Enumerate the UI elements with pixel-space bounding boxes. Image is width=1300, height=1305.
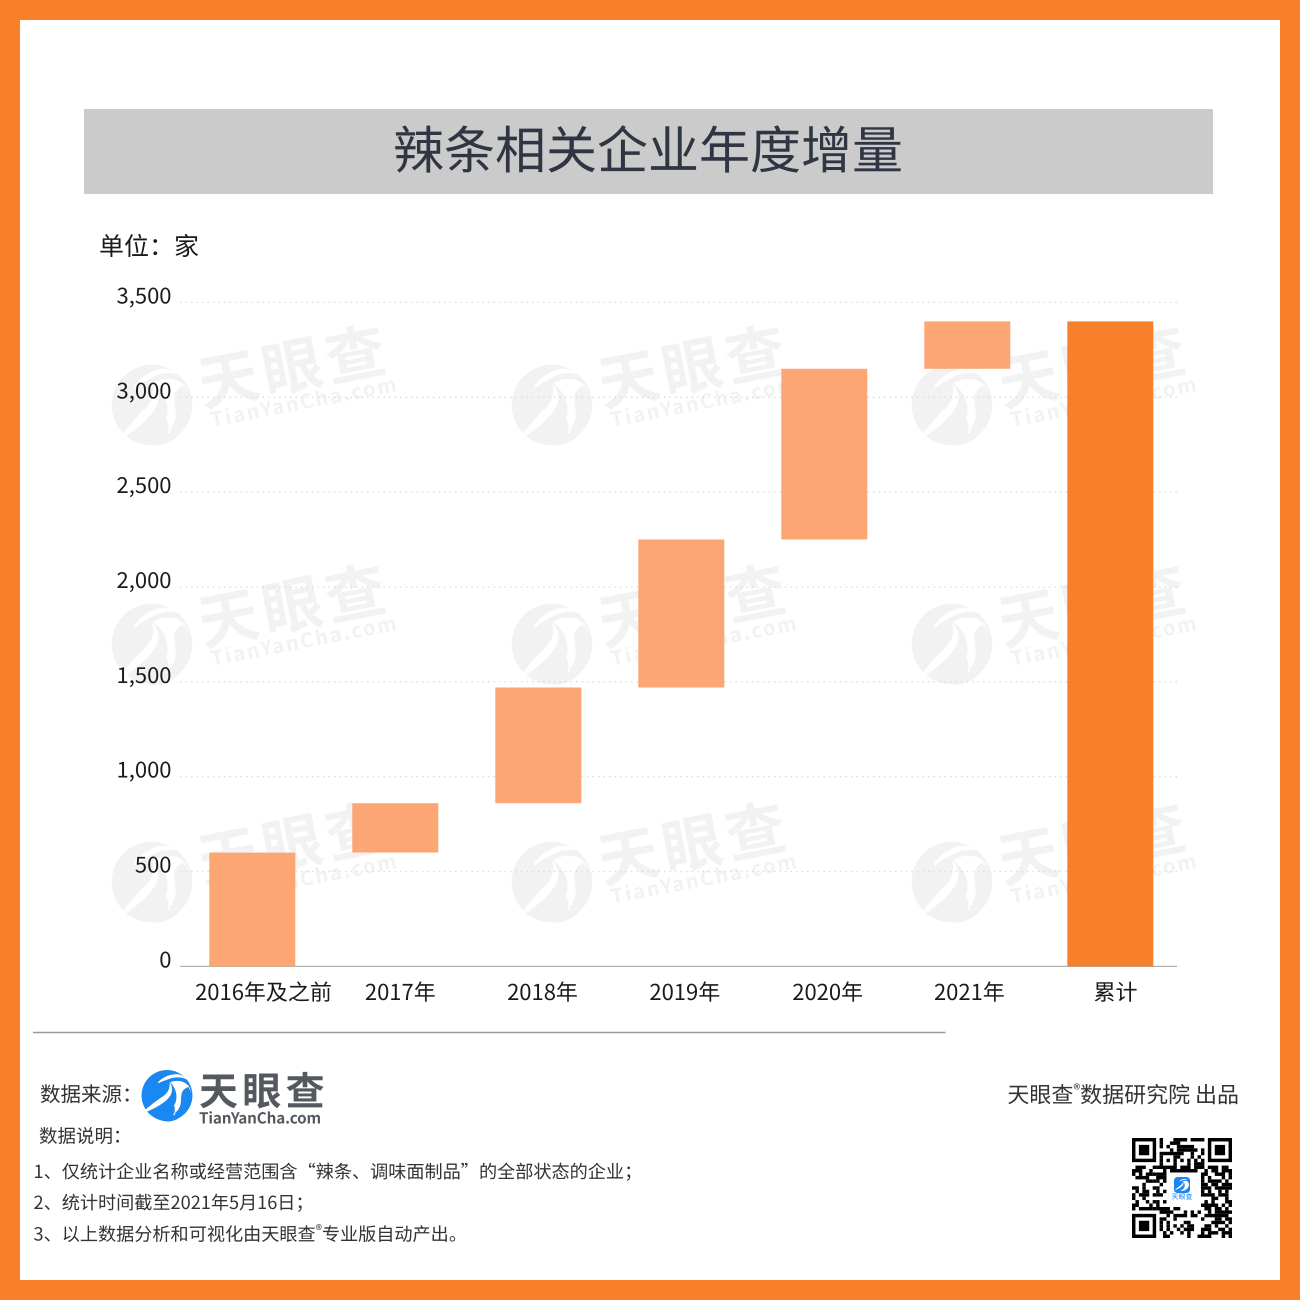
svg-text:辣条相关企业年度增量: 辣条相关企业年度增量 (393, 110, 903, 184)
svg-text:天眼查®数据研究院 出品: 天眼查®数据研究院 出品 (1007, 1078, 1239, 1110)
svg-text:2018年: 2018年 (507, 975, 578, 1007)
svg-text:2016年及之前: 2016年及之前 (195, 975, 332, 1007)
svg-text:数据来源：: 数据来源： (40, 1078, 143, 1108)
svg-text:单位：家: 单位：家 (99, 227, 199, 263)
svg-text:2021年: 2021年 (934, 975, 1005, 1007)
svg-text:1、仅统计企业名称或经营范围含“辣条、调味面制品”的全部状态: 1、仅统计企业名称或经营范围含“辣条、调味面制品”的全部状态的企业； (34, 1158, 643, 1184)
svg-text:2017年: 2017年 (365, 975, 436, 1007)
svg-text:500: 500 (135, 848, 172, 880)
svg-text:天眼查: 天眼查 (1172, 1192, 1193, 1202)
svg-text:天眼查: 天眼查 (199, 1061, 329, 1117)
svg-text:1,500: 1,500 (117, 658, 172, 690)
svg-text:3、以上数据分析和可视化由天眼查®专业版自动产出。: 3、以上数据分析和可视化由天眼查®专业版自动产出。 (34, 1220, 467, 1247)
svg-text:0: 0 (159, 942, 171, 974)
svg-text:2、统计时间截至2021年5月16日；: 2、统计时间截至2021年5月16日； (34, 1189, 314, 1215)
svg-text:2,000: 2,000 (117, 563, 172, 595)
svg-text:数据说明：: 数据说明： (39, 1123, 132, 1149)
svg-text:累计: 累计 (1093, 975, 1137, 1007)
svg-text:1,000: 1,000 (117, 753, 172, 785)
svg-text:2019年: 2019年 (649, 975, 720, 1007)
svg-text:2,500: 2,500 (117, 468, 172, 500)
svg-text:TianYanCha.com: TianYanCha.com (199, 1107, 321, 1129)
svg-text:2020年: 2020年 (792, 975, 863, 1007)
svg-text:3,000: 3,000 (117, 373, 172, 405)
svg-text:3,500: 3,500 (117, 278, 172, 310)
